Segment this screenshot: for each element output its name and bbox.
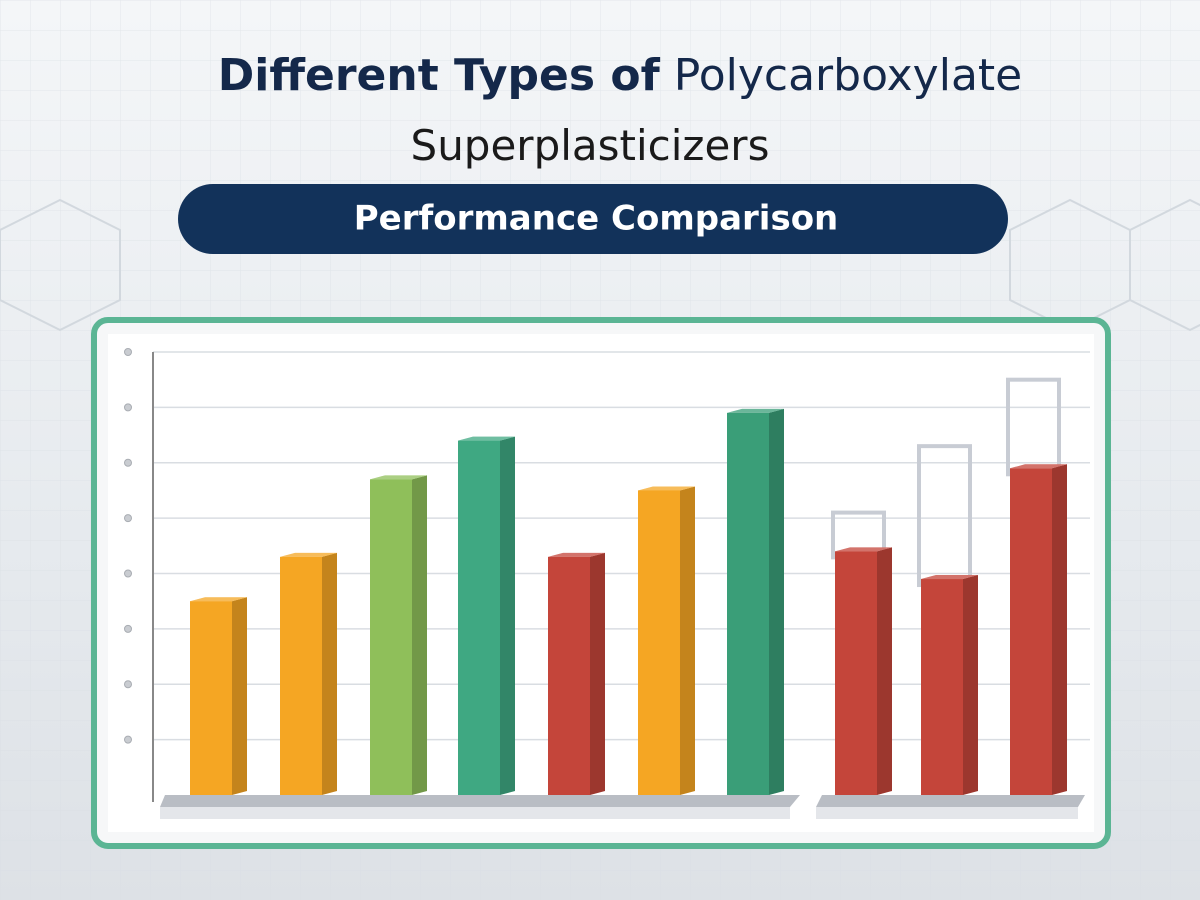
bar-top [458,436,515,441]
bar-side-shade [877,547,892,795]
bar-side [963,575,978,795]
bar-side [500,436,515,795]
y-tick-dot [124,514,132,523]
bar-side-shade [1052,464,1067,795]
bar [548,552,605,795]
bar [727,408,784,795]
bar-front [548,556,590,795]
bar-front [280,556,322,795]
title-line-1: Different Types of Polycarboxylate [218,50,1022,101]
bar-side-shade [322,552,337,795]
y-tick-dot [124,348,132,356]
bar-side-shade [412,475,427,795]
bar [638,486,695,795]
bar-top [921,575,978,580]
y-tick-dot [124,403,132,412]
bar-side [322,552,337,795]
bar-front [835,551,877,795]
bar-side-shade [590,552,605,795]
y-tick-dot [124,680,132,689]
bar-top [727,408,784,413]
bar-top-shade [727,408,784,413]
bar-top-shade [1010,464,1067,469]
hexagon-decor [0,198,1200,332]
floor [816,795,1085,807]
bar-front [190,601,232,795]
bar-side [877,547,892,795]
bar-top [280,552,337,557]
bar-side [412,475,427,795]
bar-front [458,440,500,795]
bar-side [232,597,247,795]
bar [835,547,892,795]
y-tick-dot [124,458,132,467]
y-tick-dot [124,624,132,633]
title-bold: Different Types of [218,50,661,101]
title-regular: Polycarboxylate [674,50,1022,101]
subtitle: Performance Comparison [354,199,839,239]
bar-top [1010,464,1067,469]
bar-top [638,486,695,491]
bar-front [638,490,680,795]
bar-side-shade [769,408,784,795]
bar [458,436,515,795]
bar-top-shade [638,486,695,491]
y-tick-dot [124,735,132,744]
bar [280,552,337,795]
bar-top-shade [921,575,978,580]
bar-top-shade [548,552,605,557]
bar-top [835,547,892,552]
bar-side-shade [232,597,247,795]
bar-front [1010,468,1052,795]
bar-top-shade [370,475,427,480]
title-line-2: Superplasticizers [411,121,770,170]
bar-top-shade [458,436,515,441]
y-tick-dot [124,569,132,578]
bar-top-shade [280,552,337,557]
bar [921,575,978,795]
bar [1010,464,1067,795]
bar-side-shade [680,486,695,795]
bar-side-shade [963,575,978,795]
floor-shadow [816,807,1078,819]
floor [160,795,800,807]
bar-top [548,552,605,557]
subtitle-pill [178,184,1008,254]
bar-top [370,475,427,480]
bar-top-shade [190,597,247,602]
floor-shadow [160,807,790,819]
bar-side-shade [500,436,515,795]
plot [124,348,1090,819]
bar-side [1052,464,1067,795]
bar-front [921,579,963,795]
bar-top-shade [835,547,892,552]
bar-front [727,412,769,795]
bar-front [370,479,412,795]
bar-side [680,486,695,795]
bar-top [190,597,247,602]
bar [190,597,247,795]
bar-side [590,552,605,795]
bar-side [769,408,784,795]
bar [370,475,427,795]
